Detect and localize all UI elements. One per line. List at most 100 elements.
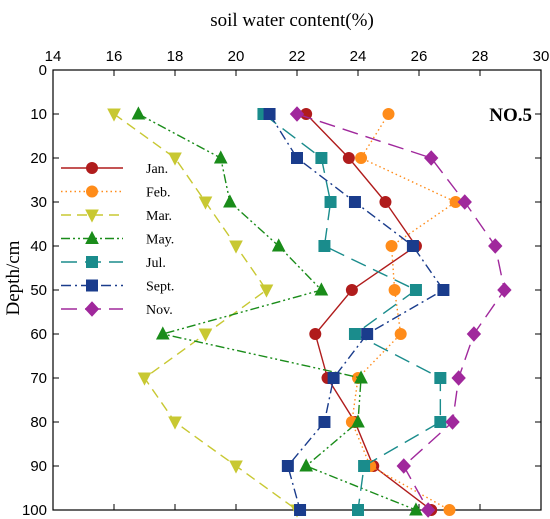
- data-point: [263, 108, 276, 120]
- y-tick-label: 40: [30, 238, 47, 255]
- y-tick-label: 70: [30, 370, 47, 387]
- legend-label: Jul.: [146, 256, 166, 271]
- data-point: [107, 108, 121, 122]
- y-tick-label: 90: [30, 458, 47, 475]
- legend-entry: Jul.: [61, 256, 166, 271]
- data-point: [309, 328, 322, 340]
- data-point: [352, 504, 364, 516]
- legend-swatch-marker: [85, 209, 99, 223]
- legend-label: Jan.: [146, 162, 168, 177]
- data-point: [385, 240, 398, 252]
- data-point: [466, 326, 482, 342]
- data-point: [318, 416, 331, 428]
- x-tick-label: 26: [411, 48, 428, 65]
- data-point: [348, 196, 361, 208]
- data-point: [345, 284, 358, 296]
- data-point: [457, 194, 472, 210]
- legend-entry: May.: [61, 230, 174, 248]
- series-line: [268, 113, 445, 511]
- data-point: [168, 152, 182, 166]
- series-line: [351, 113, 458, 511]
- series-feb: [345, 108, 462, 516]
- legend-entry: Sept.: [61, 279, 174, 295]
- data-point: [424, 150, 439, 166]
- data-point: [198, 196, 213, 210]
- legend-label: Nov.: [146, 303, 173, 318]
- data-point: [259, 284, 274, 298]
- data-point: [223, 194, 237, 208]
- y-tick-label: 20: [30, 150, 47, 167]
- data-point: [294, 504, 307, 516]
- data-point: [324, 196, 337, 208]
- data-point: [198, 328, 213, 342]
- data-point: [314, 282, 329, 296]
- data-point: [315, 152, 328, 164]
- x-tick-label: 18: [167, 48, 184, 65]
- data-point: [229, 460, 243, 474]
- data-point: [437, 284, 450, 296]
- series-line: [305, 113, 432, 511]
- series-line: [263, 113, 442, 511]
- series-may: [131, 106, 423, 516]
- data-point: [318, 240, 331, 252]
- data-point: [382, 108, 395, 120]
- x-tick-label: 16: [106, 48, 123, 65]
- legend-swatch-marker: [86, 162, 98, 174]
- data-point: [420, 502, 436, 518]
- legend: Jan. Feb. Mar. May. Jul. Sept. Nov.: [61, 162, 174, 318]
- data-point: [488, 238, 503, 254]
- data-point: [434, 416, 447, 428]
- data-point: [213, 150, 228, 164]
- legend-entry: Jan.: [61, 162, 168, 177]
- data-point: [434, 372, 447, 384]
- data-point: [289, 106, 305, 122]
- data-point: [361, 328, 374, 340]
- legend-swatch-marker: [86, 256, 98, 268]
- legend-label: Mar.: [146, 209, 172, 224]
- legend-swatch-marker: [84, 301, 100, 317]
- x-axis-title: soil water content(%): [210, 10, 374, 31]
- data-point: [388, 284, 401, 296]
- y-axis-title: Depth/cm: [3, 240, 24, 315]
- legend-swatch-marker: [85, 230, 99, 244]
- legend-entry: Mar.: [61, 209, 172, 224]
- series-line: [296, 113, 506, 511]
- x-tick-label: 28: [472, 48, 489, 65]
- site-annotation: NO.5: [489, 105, 532, 126]
- y-tick-label: 30: [30, 194, 47, 211]
- data-point: [168, 416, 182, 430]
- legend-entry: Nov.: [61, 301, 173, 318]
- series-nov: [289, 106, 512, 518]
- data-point: [342, 152, 355, 164]
- x-tick-label: 24: [350, 48, 367, 65]
- y-tick-label: 100: [22, 502, 47, 519]
- series-jul: [257, 108, 447, 516]
- x-tick-label: 20: [228, 48, 245, 65]
- data-point: [451, 370, 466, 386]
- legend-label: May.: [146, 233, 174, 248]
- data-point: [351, 414, 365, 428]
- y-tick-label: 0: [39, 62, 47, 79]
- legend-label: Feb.: [146, 186, 171, 201]
- data-point: [406, 240, 419, 252]
- data-point: [291, 152, 303, 164]
- series-mar: [107, 108, 304, 518]
- data-point: [348, 328, 361, 340]
- x-tick-label: 14: [45, 48, 62, 65]
- y-tick-label: 60: [30, 326, 47, 343]
- legend-swatch-marker: [86, 279, 98, 292]
- data-point: [131, 106, 146, 120]
- series-sept: [263, 108, 450, 516]
- series-layer: [107, 106, 512, 518]
- data-point: [271, 238, 286, 252]
- data-point: [443, 504, 456, 516]
- data-point: [394, 328, 407, 340]
- series-line: [113, 113, 298, 511]
- data-point: [355, 152, 368, 164]
- data-point: [358, 460, 371, 472]
- data-point: [409, 284, 422, 296]
- data-point: [379, 196, 392, 208]
- data-point: [327, 372, 340, 384]
- data-point: [299, 458, 313, 472]
